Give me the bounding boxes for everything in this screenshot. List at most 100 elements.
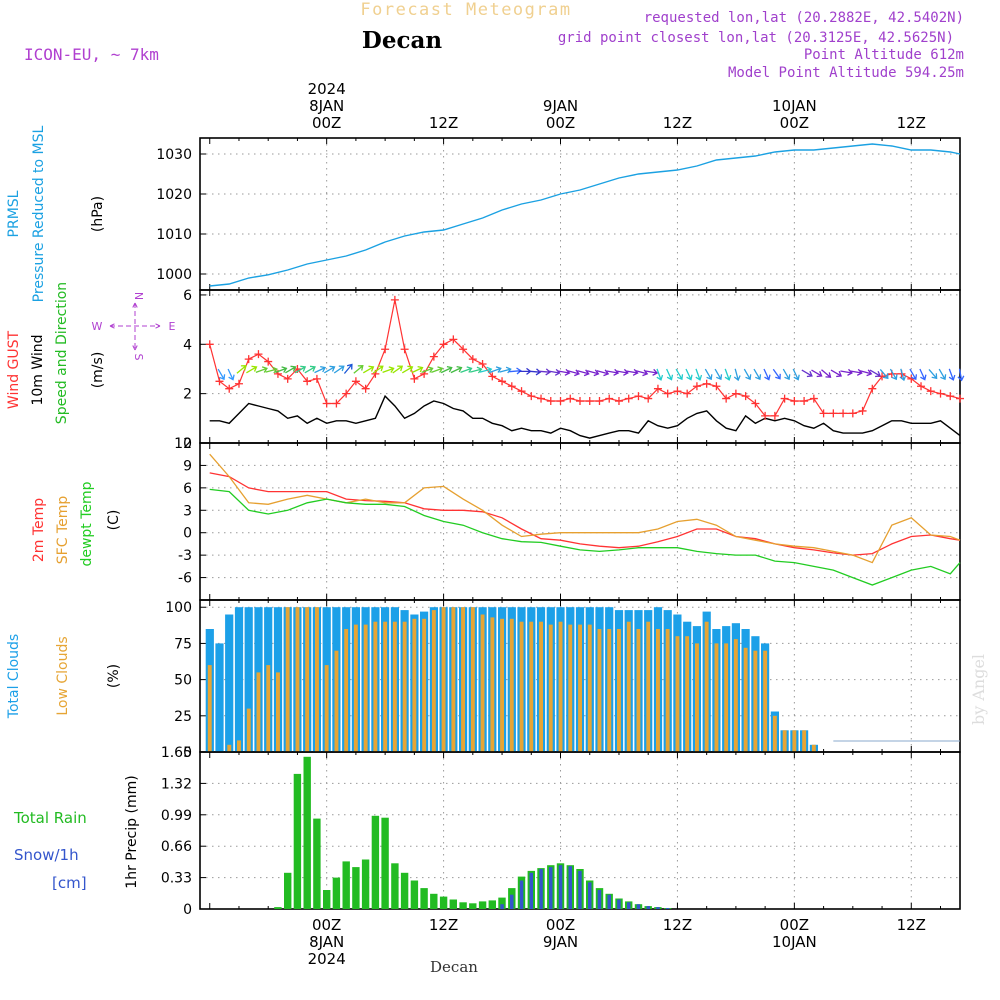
rain-bar (410, 880, 419, 909)
low-cloud-bar (792, 730, 797, 752)
wind-arrow (879, 368, 889, 380)
bottom-time-label: 12Z (663, 916, 692, 934)
rain-bar (274, 907, 282, 909)
gust-marker (751, 399, 760, 408)
low-cloud-bar (285, 607, 290, 752)
wind-arrow (285, 365, 297, 374)
temp-line-22cc22 (209, 488, 961, 586)
gust-marker (644, 394, 653, 403)
low-cloud-bar (753, 650, 758, 752)
low-cloud-bar (617, 629, 621, 752)
gust-marker (702, 379, 711, 388)
compass-w: W (92, 320, 103, 333)
low-cloud-bar (276, 672, 280, 752)
panel-label: Wind GUST (6, 330, 22, 409)
low-cloud-bar (646, 621, 651, 752)
low-cloud-bar (324, 665, 329, 752)
snow-bar (617, 899, 621, 909)
gust-marker (429, 352, 438, 361)
gust-marker (780, 394, 789, 403)
wind-arrow (724, 368, 732, 381)
gust-marker (390, 295, 399, 304)
gridpoint-coords: grid point closest lon,lat (20.3125E, 42… (558, 30, 954, 46)
wind-arrow (236, 365, 247, 374)
y-tick-label: 0.33 (161, 871, 192, 887)
low-cloud-bar (626, 621, 631, 752)
wind-arrow (782, 368, 791, 381)
y-tick-label: 1020 (156, 187, 192, 203)
wind-arrow (850, 368, 863, 376)
wind-arrow (440, 365, 453, 374)
low-cloud-bar (695, 643, 699, 752)
wind-arrow (899, 368, 907, 382)
bottom-time-label: 9JAN (543, 933, 578, 951)
gust-marker (790, 397, 799, 406)
compass-n: N (132, 292, 145, 300)
low-cloud-bar (548, 624, 553, 752)
gust-marker (809, 394, 818, 403)
rain-bar (303, 756, 311, 909)
low-cloud-bar (500, 618, 504, 752)
grid (200, 443, 960, 600)
location-title: Decan (362, 27, 442, 54)
rain-bar (469, 903, 477, 909)
low-cloud-bar (383, 621, 388, 752)
wind-arrow (695, 368, 703, 381)
low-cloud-bar (392, 621, 397, 752)
wind-arrow (227, 368, 235, 381)
temp-line-e6a030 (209, 453, 961, 564)
wind-arrow (304, 365, 316, 374)
wind-arrow (323, 365, 336, 374)
wind-arrow (255, 366, 268, 374)
y-tick-label: 0 (183, 526, 192, 542)
gust-marker (800, 397, 809, 406)
low-cloud-bar (724, 643, 729, 752)
gust-marker (741, 392, 750, 401)
bottom-time-label: 12Z (429, 916, 458, 934)
y-tick-label: 1030 (156, 147, 192, 163)
y-tick-label: -6 (178, 571, 192, 587)
y-tick-label: 4 (183, 337, 192, 353)
gust-marker (342, 389, 351, 398)
wind-arrow (450, 365, 463, 374)
low-cloud-bar (763, 650, 768, 752)
gust-marker (488, 372, 497, 381)
gust-marker (468, 355, 477, 364)
gust-marker (605, 394, 614, 403)
wind-arrow (948, 368, 956, 381)
wind-arrow (763, 368, 771, 381)
gust-marker (595, 397, 604, 406)
gust-marker (400, 345, 409, 354)
gust-marker (848, 409, 857, 418)
snow-bar (568, 866, 572, 909)
snow-bar (636, 904, 641, 909)
gust-marker (722, 394, 731, 403)
wind-arrow (645, 368, 659, 376)
bottom-time-label: 00Z (546, 916, 575, 934)
low-cloud-bar (344, 629, 349, 752)
y-tick-label: 1.65 (161, 745, 192, 761)
y-tick-label: 0 (183, 436, 192, 452)
low-cloud-bar (685, 636, 690, 752)
rain-bar (420, 888, 428, 909)
low-cloud-bar (480, 614, 485, 752)
bottom-time-label: 10JAN (772, 933, 817, 951)
wind-arrow (557, 368, 571, 376)
gust-marker (956, 394, 964, 403)
gust-marker (585, 397, 594, 406)
low-cloud-bar (509, 618, 514, 752)
low-cloud-bar (675, 636, 680, 752)
gust-marker (936, 389, 945, 398)
wind-arrow (596, 369, 610, 377)
wind-arrow (577, 369, 590, 377)
wind-arrow (919, 368, 927, 381)
model-label: ICON-EU, ~ 7km (24, 45, 159, 64)
y-tick-label: 1010 (156, 227, 192, 243)
panel-label: (m/s) (90, 352, 106, 389)
snow-bar (529, 872, 533, 909)
snow-bar (549, 867, 553, 909)
compass-rose: W E N S (92, 292, 176, 361)
wind-arrow (656, 368, 664, 381)
snow-bar (588, 882, 592, 909)
